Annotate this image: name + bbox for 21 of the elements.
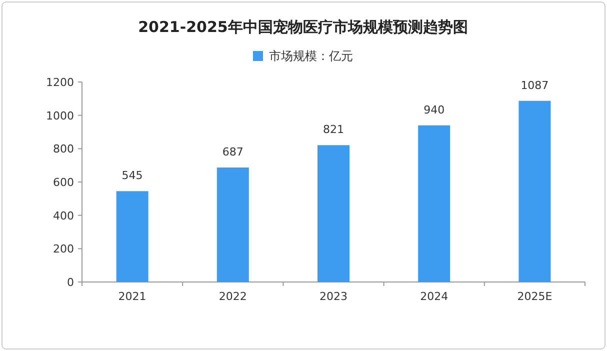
x-tick-label: 2022 <box>218 290 247 303</box>
y-tick-label: 600 <box>53 176 74 189</box>
data-label: 687 <box>222 146 244 158</box>
y-tick-label: 1200 <box>46 76 74 89</box>
x-tick-label: 2025E <box>517 290 552 303</box>
data-label: 821 <box>323 123 344 136</box>
x-tick-label: 2023 <box>320 290 348 303</box>
y-tick-label: 800 <box>53 142 74 156</box>
data-label: 940 <box>424 103 445 116</box>
y-tick-label: 0 <box>67 276 74 289</box>
y-tick-label: 400 <box>53 209 74 222</box>
legend: 市场规模：亿元 <box>253 49 353 63</box>
x-tick-label: 2024 <box>420 290 448 303</box>
data-label: 1087 <box>520 78 549 92</box>
y-tick-label: 200 <box>53 242 74 256</box>
legend-label: 市场规模：亿元 <box>269 49 353 63</box>
y-tick-label: 1000 <box>46 109 74 122</box>
plot: 0 200 400 600 800 1000 1200 2021 2022 2023 2024 2025E 545 687 821 940 1087 <box>46 76 586 303</box>
x-tick-label: 2021 <box>118 290 146 303</box>
title: 2021-2025年中国宠物医疗市场规模预测趋势图 <box>138 18 468 36</box>
data-label: 545 <box>122 169 143 182</box>
